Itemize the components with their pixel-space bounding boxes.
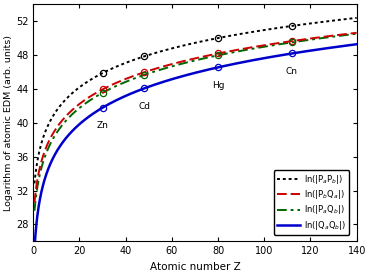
Text: Cd: Cd xyxy=(138,102,150,111)
Text: Zn: Zn xyxy=(97,121,108,130)
X-axis label: Atomic number Z: Atomic number Z xyxy=(149,262,240,272)
Text: Hg: Hg xyxy=(212,81,224,90)
Y-axis label: Logarithm of atomic EDM (arb. units): Logarithm of atomic EDM (arb. units) xyxy=(4,35,13,211)
Legend: ln(|P$_a$P$_b$|), ln(|P$_b$Q$_a$|), ln(|P$_a$Q$_b$|), ln(|Q$_a$Q$_b$|): ln(|P$_a$P$_b$|), ln(|P$_b$Q$_a$|), ln(|… xyxy=(274,170,349,235)
Text: Cn: Cn xyxy=(286,67,298,76)
